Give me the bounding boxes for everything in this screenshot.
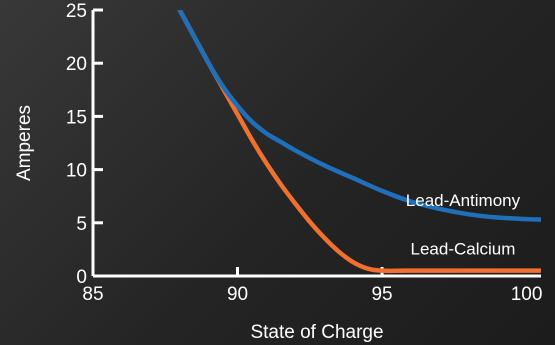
y-axis-label: Amperes — [14, 105, 35, 181]
x-tick-label: 100 — [511, 284, 543, 305]
y-tick-label: 5 — [76, 214, 87, 235]
x-axis-label: State of Charge — [250, 322, 383, 343]
y-tick-label: 10 — [66, 161, 87, 182]
x-tick-label: 90 — [227, 284, 248, 305]
series-group — [177, 10, 541, 274]
series-line-lead-antimony — [177, 10, 541, 222]
annotation-lead-calcium: Lead-Calcium — [411, 240, 516, 259]
x-tick-label: 95 — [371, 284, 392, 305]
y-tick-label: 15 — [66, 107, 87, 128]
y-tick-label: 0 — [76, 267, 87, 288]
y-tick-label: 20 — [66, 54, 87, 75]
series-line-lead-calcium — [177, 10, 541, 274]
annotation-lead-antimony: Lead-Antimony — [406, 191, 521, 210]
axes: 0 5 10 15 20 25 85 90 95 100 State of Charge Ampere… — [14, 1, 542, 343]
y-tick-label: 25 — [66, 1, 87, 22]
x-tick-label: 85 — [82, 284, 103, 305]
labels-group: Lead-Antimony Lead-Calcium — [406, 191, 521, 259]
